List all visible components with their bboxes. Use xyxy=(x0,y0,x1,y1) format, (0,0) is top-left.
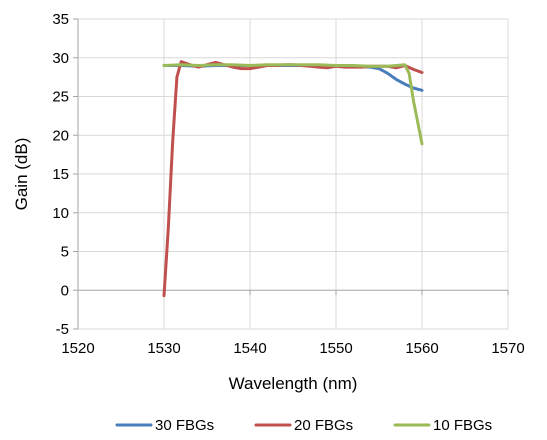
series-line-3 xyxy=(162,63,424,146)
legend-label-3: 10 FBGs xyxy=(433,417,492,434)
axes xyxy=(73,18,509,330)
y-tick-label: 20 xyxy=(52,127,69,144)
x-tick-label: 1550 xyxy=(319,340,352,357)
x-tick-label: 1560 xyxy=(405,340,438,357)
series-line-1 xyxy=(162,64,424,92)
y-tick-label: 25 xyxy=(52,89,69,106)
x-tick-label: 1530 xyxy=(147,340,180,357)
y-tick-label: 15 xyxy=(52,166,69,183)
x-axis-title: Wavelength (nm) xyxy=(229,374,358,393)
y-tick-label: 35 xyxy=(52,11,69,28)
y-axis-title: Gain (dB) xyxy=(12,138,31,211)
series-lines xyxy=(162,60,424,298)
x-tick-label: 1520 xyxy=(61,340,94,357)
y-tick-label: 30 xyxy=(52,50,69,67)
y-tick-label: 0 xyxy=(61,282,69,299)
y-tick-label: 10 xyxy=(52,205,69,222)
legend-label-2: 20 FBGs xyxy=(294,417,353,434)
y-tick-label: 5 xyxy=(61,244,69,261)
legend: 30 FBGs 20 FBGs 10 FBGs xyxy=(115,417,492,434)
legend-label-1: 30 FBGs xyxy=(155,417,214,434)
x-tick-label: 1570 xyxy=(491,340,524,357)
gridlines xyxy=(78,18,509,330)
x-tick-label: 1540 xyxy=(233,340,266,357)
y-tick-label: -5 xyxy=(56,321,69,338)
